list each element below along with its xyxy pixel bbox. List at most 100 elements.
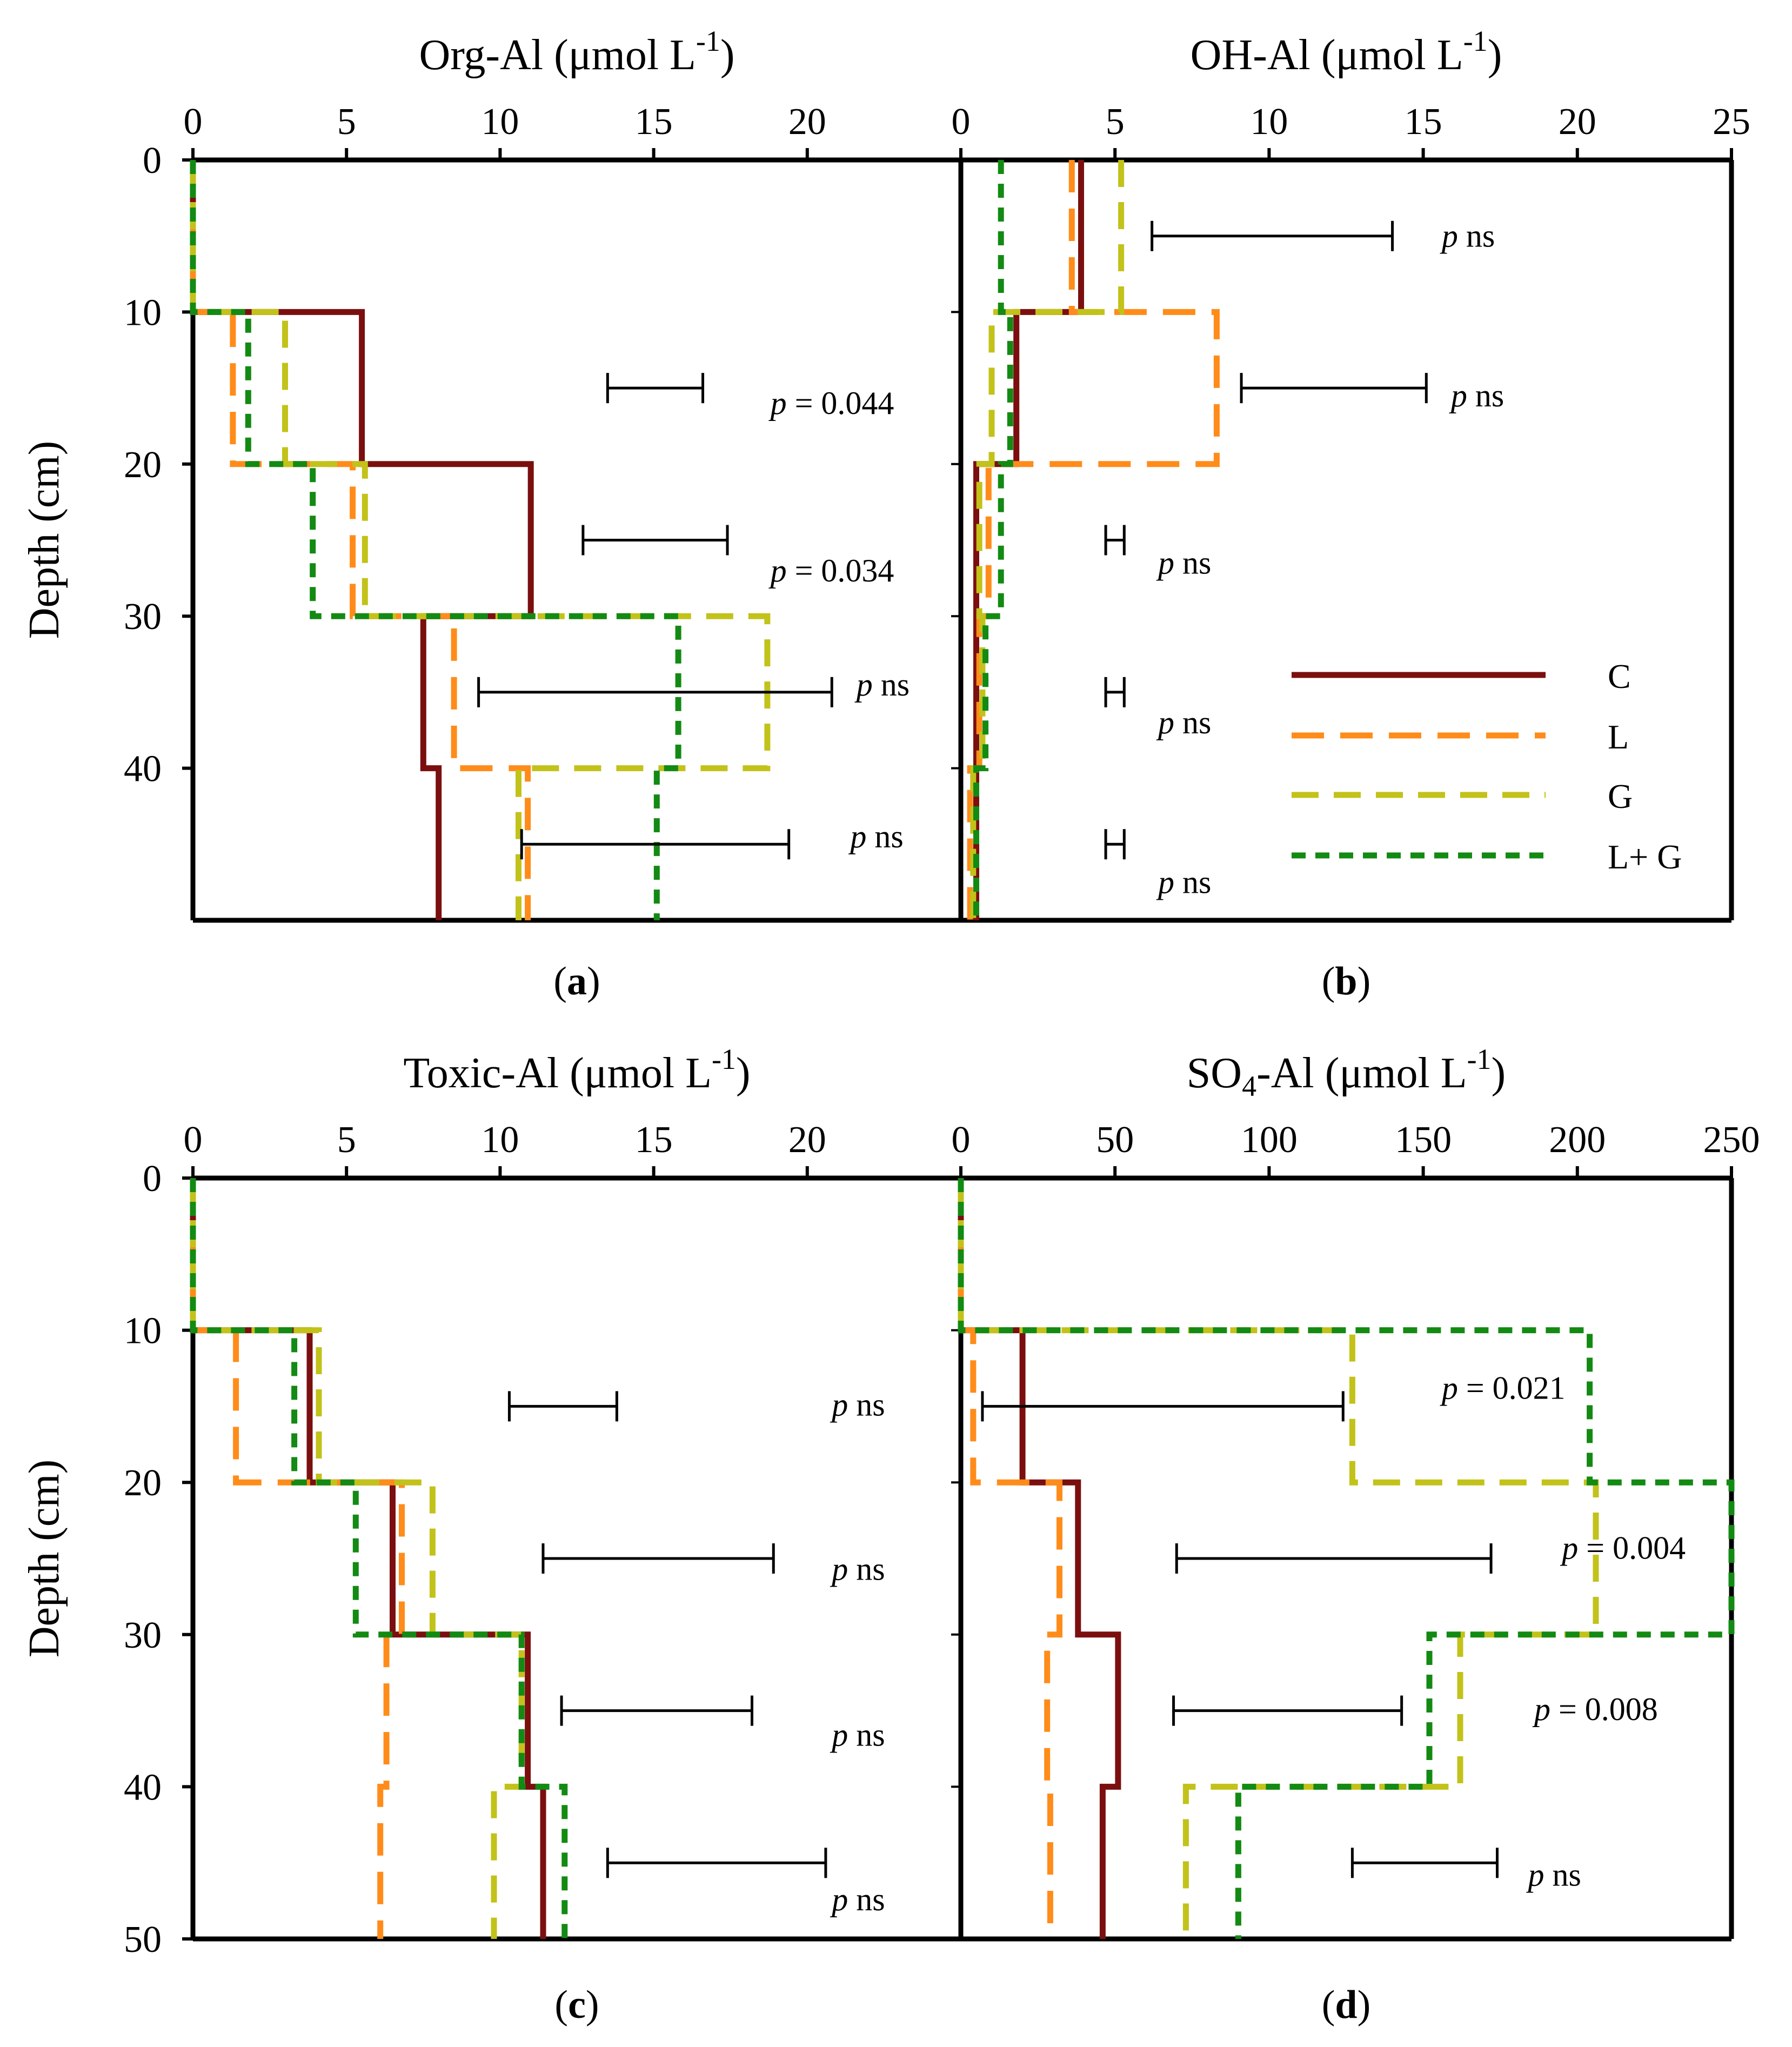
p-value-label: p = 0.008 bbox=[1532, 1691, 1658, 1727]
legend-item-c: C bbox=[1292, 657, 1631, 695]
x-axis-title-text: SO bbox=[1187, 1049, 1242, 1097]
y-tick-label: 0 bbox=[143, 1158, 162, 1200]
p-value-label: p = 0.034 bbox=[768, 553, 894, 588]
legend-label: G bbox=[1608, 777, 1633, 815]
x-tick-label: 0 bbox=[184, 101, 203, 143]
x-axis-title-sub: 4 bbox=[1242, 1070, 1256, 1102]
p-value-label: p ns bbox=[1156, 705, 1211, 740]
p-value-label: p = 0.021 bbox=[1440, 1370, 1566, 1406]
x-tick-label: 15 bbox=[635, 1119, 673, 1161]
lsd-bar bbox=[581, 525, 729, 556]
lsd-bar bbox=[1104, 525, 1126, 556]
y-tick-label: 40 bbox=[124, 748, 162, 790]
x-axis-title: Org-Al (μmol L-1) bbox=[419, 25, 734, 79]
series-line-lg bbox=[973, 160, 1013, 920]
y-tick-label: 30 bbox=[124, 596, 162, 638]
panel-d: 0 50 100 150 200 250 SO4-Al (μmol L-1) p = 0.02… bbox=[951, 1043, 1760, 2027]
x-axis-title-sup: -1 bbox=[1463, 25, 1488, 57]
series-line-lg bbox=[190, 160, 681, 920]
lsd-bar bbox=[520, 829, 791, 860]
p-value-label: p ns bbox=[1440, 218, 1495, 254]
p-value-label: p ns bbox=[848, 819, 903, 854]
x-tick-label: 50 bbox=[1096, 1119, 1134, 1161]
x-axis-title-sup: -1 bbox=[712, 1043, 736, 1075]
y-axis-title-top: Depth (cm) bbox=[21, 441, 68, 639]
series-line-l bbox=[967, 160, 1220, 920]
series-line-g bbox=[970, 160, 1125, 920]
y-tick-label: 20 bbox=[124, 444, 162, 486]
lsd-bar bbox=[606, 1848, 827, 1878]
p-value-label: p ns bbox=[830, 1717, 885, 1753]
panel-a: 0 5 10 15 20 Org-Al (μmol L-1) 0 10 20 30 40 p = 0.… bbox=[124, 25, 964, 1004]
series-line-g bbox=[190, 1178, 525, 1939]
x-axis-title-text: Org-Al (μmol L bbox=[419, 31, 696, 79]
x-tick-label: 5 bbox=[337, 101, 356, 143]
x-tick-label: 25 bbox=[1713, 101, 1750, 143]
lsd-bar bbox=[606, 373, 705, 404]
p-value-label: p ns bbox=[1449, 378, 1504, 413]
x-tick-label: 100 bbox=[1241, 1119, 1298, 1161]
panel-b: 0 5 10 15 20 25 OH-Al (μmol L-1) p ns p ns p ns p … bbox=[951, 25, 1750, 1004]
x-tick-label: 5 bbox=[1106, 101, 1125, 143]
legend-item-lg: L+ G bbox=[1292, 838, 1682, 876]
x-tick-label: 10 bbox=[481, 1119, 519, 1161]
legend-item-l: L bbox=[1292, 718, 1629, 756]
series-line-l bbox=[958, 1178, 1062, 1939]
x-axis-title-text: OH-Al (μmol L bbox=[1191, 31, 1463, 79]
series-line-lg bbox=[958, 1178, 1735, 1939]
lsd-bar bbox=[477, 677, 833, 707]
p-value-label: p = 0.004 bbox=[1560, 1530, 1686, 1566]
panel-c: 0 5 10 15 20 Toxic-Al (μmol L-1) 0 10 20 30 40 50 p … bbox=[124, 1043, 964, 2027]
lsd-bar bbox=[1172, 1695, 1403, 1726]
lsd-bar bbox=[1350, 1848, 1499, 1878]
p-value-label: p ns bbox=[1156, 545, 1211, 581]
y-tick-label: 30 bbox=[124, 1615, 162, 1656]
y-tick-label: 20 bbox=[124, 1462, 162, 1504]
x-tick-label: 10 bbox=[1250, 101, 1288, 143]
panel-label: (d) bbox=[1322, 1983, 1370, 2027]
x-axis-title-close: ) bbox=[1492, 1049, 1506, 1097]
x-axis-title: OH-Al (μmol L-1) bbox=[1191, 25, 1502, 79]
y-tick-label: 0 bbox=[143, 140, 162, 182]
series-line-c bbox=[190, 1178, 546, 1939]
lsd-bar bbox=[1104, 829, 1126, 860]
plot-frame bbox=[190, 157, 964, 923]
x-tick-label: 10 bbox=[481, 101, 519, 143]
series-line-lg bbox=[190, 1178, 568, 1939]
series-line-c bbox=[958, 1178, 1121, 1939]
legend-label: L bbox=[1608, 718, 1629, 756]
x-axis-title-sup: -1 bbox=[696, 25, 720, 57]
series-line-c bbox=[190, 160, 534, 920]
panel-label: (b) bbox=[1322, 959, 1370, 1004]
series-line-c bbox=[973, 160, 1084, 920]
x-tick-label: 0 bbox=[952, 1119, 971, 1161]
y-axis-title-bottom: Depth (cm) bbox=[21, 1460, 68, 1658]
panel-label: (a) bbox=[553, 959, 600, 1004]
y-tick-label: 10 bbox=[124, 292, 162, 333]
lsd-bar bbox=[1175, 1543, 1493, 1574]
x-tick-label: 20 bbox=[788, 101, 826, 143]
x-axis-title-close: ) bbox=[736, 1049, 751, 1097]
x-axis-title-text: Toxic-Al (μmol L bbox=[403, 1049, 712, 1097]
legend: CLG L+ G bbox=[1292, 657, 1682, 876]
lsd-bar bbox=[1240, 373, 1428, 404]
series-line-l bbox=[190, 160, 531, 920]
p-value-label: p ns bbox=[854, 667, 910, 703]
x-tick-label: 200 bbox=[1549, 1119, 1606, 1161]
y-axis-labels: Depth (cm) Depth (cm) bbox=[21, 441, 68, 1658]
x-tick-label: 5 bbox=[337, 1119, 356, 1161]
x-tick-label: 20 bbox=[788, 1119, 826, 1161]
legend-label: L+ G bbox=[1608, 838, 1682, 876]
x-axis-title-close: ) bbox=[720, 31, 735, 79]
legend-item-g: G bbox=[1292, 777, 1633, 815]
p-value-label: p ns bbox=[830, 1551, 885, 1587]
lsd-bar bbox=[541, 1543, 775, 1574]
y-tick-label: 50 bbox=[124, 1919, 162, 1961]
legend-label: C bbox=[1608, 657, 1631, 695]
panel-label: (c) bbox=[554, 1983, 599, 2027]
x-tick-label: 15 bbox=[635, 101, 673, 143]
y-tick-label: 10 bbox=[124, 1310, 162, 1352]
series-line-g bbox=[958, 1178, 1599, 1939]
x-tick-label: 0 bbox=[952, 101, 971, 143]
lsd-bar bbox=[1151, 220, 1394, 251]
